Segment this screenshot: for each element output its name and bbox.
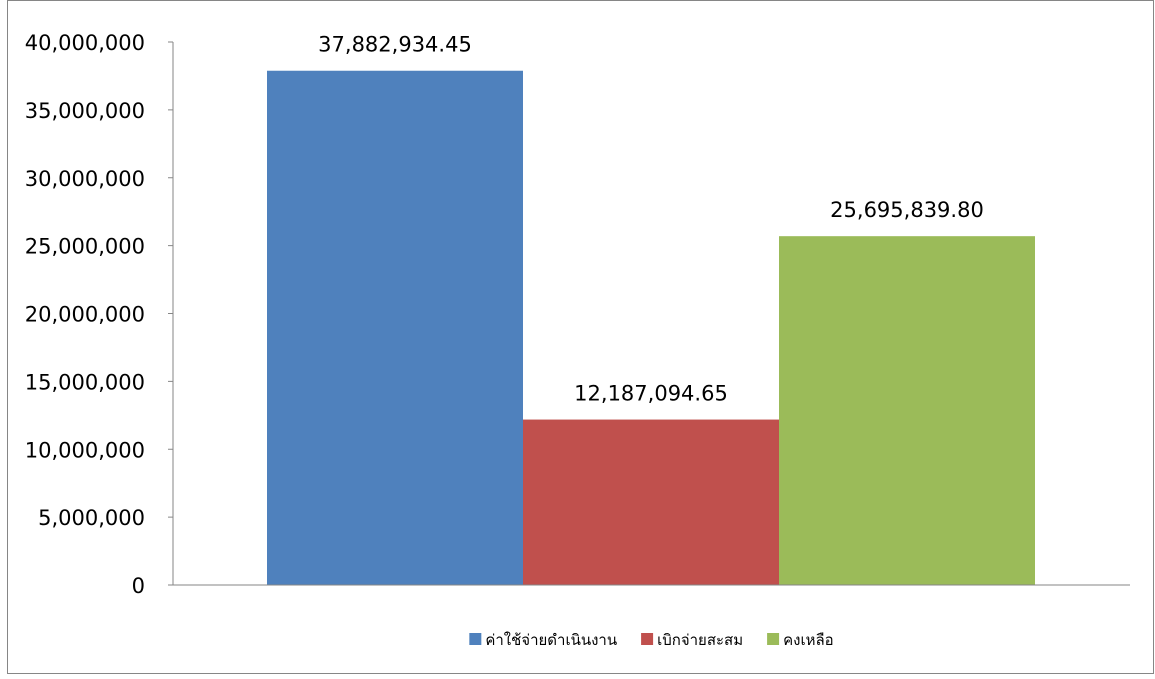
y-tick-label: 40,000,000 bbox=[25, 31, 145, 55]
y-tick-label: 25,000,000 bbox=[25, 235, 145, 259]
legend: ค่าใช้จ่ายดำเนินงาน เบิกจ่ายสะสม คงเหลือ bbox=[469, 631, 834, 649]
bar-2-value-label: 12,187,094.65 bbox=[574, 382, 728, 406]
y-tick-label: 15,000,000 bbox=[25, 370, 145, 394]
legend-item-1: ค่าใช้จ่ายดำเนินงาน bbox=[469, 631, 617, 649]
y-axis-ticks: 0 5,000,000 10,000,000 15,000,000 20,000,000… bbox=[25, 31, 173, 598]
legend-swatch bbox=[641, 633, 654, 645]
legend-label: ค่าใช้จ่ายดำเนินงาน bbox=[485, 631, 617, 649]
y-tick-label: 5,000,000 bbox=[38, 506, 145, 530]
legend-swatch bbox=[469, 633, 482, 645]
y-tick-label: 20,000,000 bbox=[25, 303, 145, 327]
bar-3 bbox=[779, 236, 1035, 586]
legend-item-2: เบิกจ่ายสะสม bbox=[641, 631, 743, 649]
bar-2 bbox=[523, 419, 779, 585]
y-tick-label: 10,000,000 bbox=[25, 438, 145, 462]
y-tick-label: 0 bbox=[132, 574, 145, 598]
legend-label: คงเหลือ bbox=[783, 631, 834, 649]
bars bbox=[267, 70, 1035, 586]
legend-label: เบิกจ่ายสะสม bbox=[657, 631, 743, 649]
bar-1 bbox=[267, 70, 523, 586]
bar-3-value-label: 25,695,839.80 bbox=[830, 198, 984, 222]
legend-item-3: คงเหลือ bbox=[767, 631, 834, 649]
bar-1-value-label: 37,882,934.45 bbox=[318, 33, 472, 57]
legend-swatch bbox=[767, 633, 780, 645]
y-tick-label: 30,000,000 bbox=[25, 167, 145, 191]
data-labels: 37,882,934.45 12,187,094.65 25,695,839.80 bbox=[318, 33, 984, 406]
y-tick-label: 35,000,000 bbox=[25, 99, 145, 123]
